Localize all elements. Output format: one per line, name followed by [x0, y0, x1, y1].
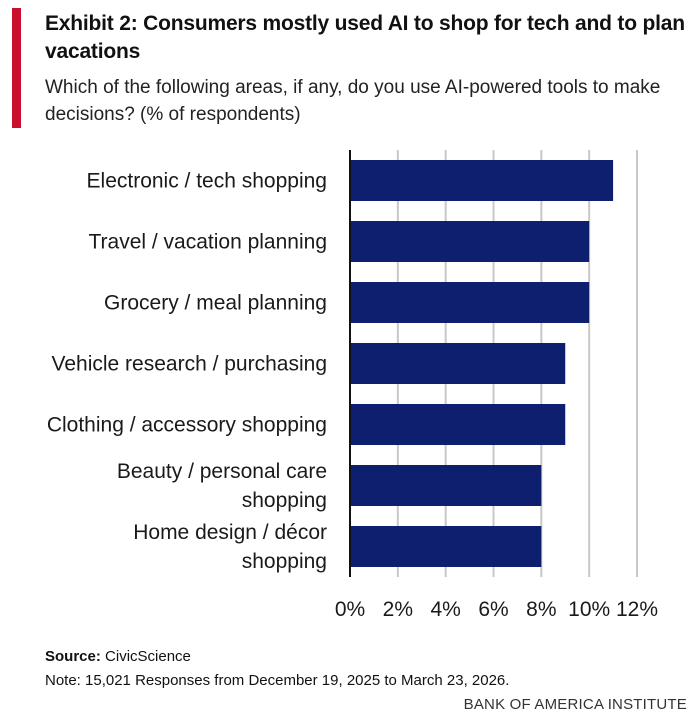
bar-1 [350, 221, 590, 262]
category-label-6-1: shopping [242, 550, 327, 573]
category-label-4: Clothing / accessory shopping [47, 414, 327, 437]
x-tick-label-4: 8% [526, 598, 556, 621]
x-tick-label-0: 0% [335, 598, 365, 621]
x-tick-label-6: 12% [616, 598, 658, 621]
category-label-6-0: Home design / décor [133, 521, 327, 544]
note-line: Note: 15,021 Responses from December 19,… [45, 672, 510, 689]
bar-4 [350, 404, 566, 445]
bar-0 [350, 160, 614, 201]
category-label-3: Vehicle research / purchasing [52, 353, 328, 376]
category-label-5-0: Beauty / personal care [117, 460, 327, 483]
chart-subtitle: Which of the following areas, if any, do… [45, 77, 661, 125]
category-label-5-1: shopping [242, 489, 327, 512]
source-line: Source: CivicScience [45, 648, 191, 665]
accent-bar [12, 8, 21, 128]
x-tick-label-2: 4% [430, 598, 460, 621]
bar-6 [350, 526, 542, 567]
x-tick-label-1: 2% [383, 598, 413, 621]
bar-chart: Electronic / tech shopping Travel / vacat… [47, 150, 658, 621]
source-label: Source: [45, 648, 101, 665]
x-tick-label-5: 10% [568, 598, 610, 621]
brand-logo-text: BANK OF AMERICA INSTITUTE [463, 696, 687, 713]
category-label-0: Electronic / tech shopping [87, 170, 327, 193]
x-tick-label-3: 6% [478, 598, 508, 621]
chart-title: Exhibit 2: Consumers mostly used AI to s… [45, 12, 685, 63]
category-label-1: Travel / vacation planning [88, 231, 327, 254]
bar-3 [350, 343, 566, 384]
source-value: CivicScience [105, 648, 191, 665]
bar-2 [350, 282, 590, 323]
category-label-2: Grocery / meal planning [104, 292, 327, 315]
bar-5 [350, 465, 542, 506]
